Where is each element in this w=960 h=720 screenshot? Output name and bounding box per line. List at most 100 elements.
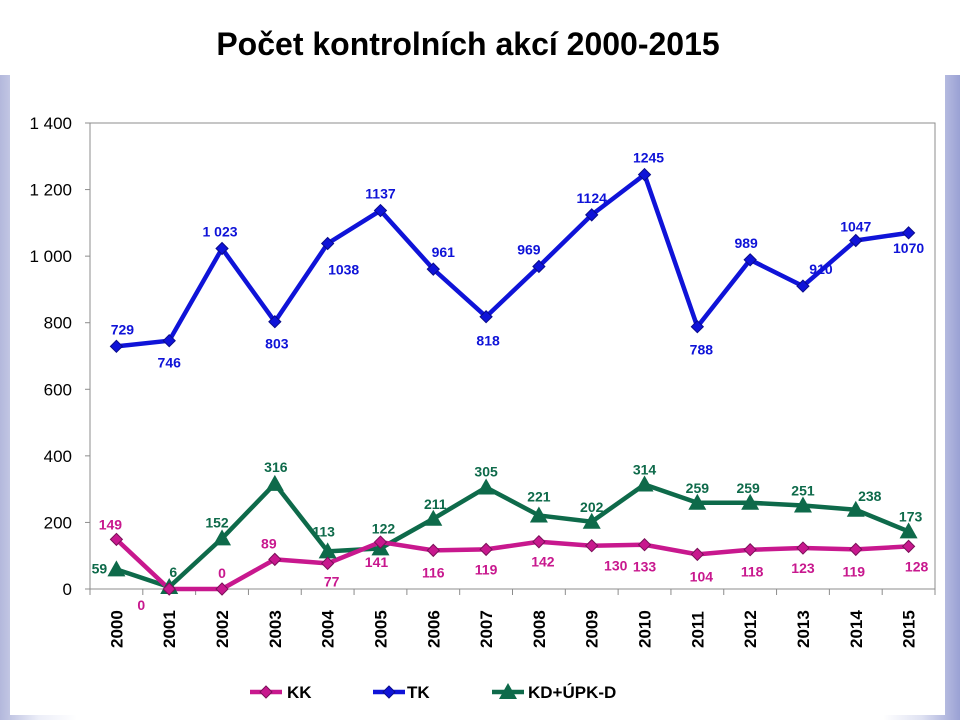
data-label-kd: 59 bbox=[92, 560, 108, 576]
x-tick-label: 2015 bbox=[900, 610, 919, 648]
point-tk bbox=[426, 262, 440, 276]
x-tick-label: 2014 bbox=[847, 610, 866, 648]
legend-marker-kd bbox=[499, 683, 517, 699]
data-label-kd: 305 bbox=[474, 463, 498, 479]
data-label-kk: 0 bbox=[137, 597, 145, 613]
data-label-tk: 961 bbox=[432, 244, 456, 260]
series-line-tk bbox=[116, 172, 909, 349]
data-label-kk: 89 bbox=[261, 535, 277, 551]
title-area bbox=[0, 0, 960, 75]
point-tk bbox=[215, 241, 229, 256]
point-tk bbox=[109, 339, 124, 354]
y-tick-label: 400 bbox=[44, 447, 72, 466]
point-kk bbox=[215, 582, 229, 596]
y-tick-label: 800 bbox=[44, 314, 72, 333]
x-tick-label: 2003 bbox=[266, 610, 285, 648]
point-kd bbox=[265, 474, 284, 491]
legend-label-kd: KD+ÚPK-D bbox=[528, 683, 616, 702]
x-tick-label: 2002 bbox=[213, 610, 232, 648]
point-tk bbox=[849, 233, 863, 248]
data-label-kd: 202 bbox=[580, 499, 604, 515]
point-kd bbox=[793, 496, 812, 513]
point-tk bbox=[479, 310, 493, 324]
data-label-kk: 123 bbox=[791, 560, 815, 576]
data-label-tk: 1245 bbox=[633, 150, 664, 166]
x-tick-label: 2012 bbox=[741, 610, 760, 648]
data-label-kk: 119 bbox=[842, 563, 865, 579]
point-kd bbox=[688, 493, 707, 510]
y-tick-label: 600 bbox=[44, 380, 72, 399]
data-label-tk: 803 bbox=[265, 336, 289, 352]
x-tick-label: 2000 bbox=[107, 610, 126, 648]
data-label-kd: 113 bbox=[312, 523, 335, 539]
point-tk bbox=[532, 259, 546, 274]
point-kk bbox=[268, 552, 282, 567]
y-tick-label: 0 bbox=[63, 580, 72, 599]
data-label-kd: 314 bbox=[633, 461, 657, 477]
data-label-kd: 316 bbox=[264, 459, 288, 475]
point-kd bbox=[741, 493, 760, 510]
point-kk bbox=[901, 539, 916, 554]
legend-label-tk: TK bbox=[407, 683, 430, 702]
point-tk bbox=[743, 253, 757, 267]
data-label-kd: 259 bbox=[736, 480, 760, 496]
x-tick-label: 2008 bbox=[530, 610, 549, 648]
data-label-kk: 119 bbox=[475, 561, 498, 577]
point-kd bbox=[582, 512, 601, 529]
point-kd bbox=[899, 522, 918, 539]
data-label-kd: 152 bbox=[205, 514, 229, 530]
point-tk bbox=[320, 236, 335, 251]
data-label-tk: 910 bbox=[809, 261, 833, 277]
data-label-tk: 1137 bbox=[365, 186, 396, 202]
data-label-tk: 788 bbox=[690, 342, 714, 358]
data-label-kd: 251 bbox=[791, 482, 815, 498]
point-kk bbox=[532, 535, 546, 549]
page-title: Počet kontrolních akcí 2000-2015 bbox=[216, 26, 720, 62]
y-tick-label: 1 000 bbox=[29, 247, 72, 266]
point-tk bbox=[690, 320, 705, 334]
x-tick-label: 2005 bbox=[371, 610, 390, 648]
point-tk bbox=[585, 208, 599, 222]
x-tick-label: 2004 bbox=[319, 610, 338, 648]
data-label-kk: 118 bbox=[741, 564, 764, 580]
data-label-kk: 116 bbox=[422, 564, 445, 580]
point-tk bbox=[901, 226, 916, 240]
data-label-tk: 818 bbox=[476, 333, 500, 349]
point-kd bbox=[424, 509, 443, 526]
data-label-tk: 1070 bbox=[893, 240, 924, 256]
data-label-kk: 133 bbox=[633, 559, 657, 575]
point-kk bbox=[373, 535, 388, 549]
data-label-tk: 1124 bbox=[577, 190, 608, 206]
data-label-kk: 104 bbox=[690, 568, 714, 584]
x-tick-label: 2006 bbox=[424, 610, 443, 648]
y-tick-label: 200 bbox=[44, 513, 72, 532]
legend-marker-tk bbox=[382, 685, 396, 699]
data-label-kd: 173 bbox=[899, 508, 923, 524]
data-label-kd: 221 bbox=[527, 488, 551, 504]
point-kd bbox=[529, 506, 548, 523]
point-kk bbox=[162, 582, 176, 596]
data-label-tk: 729 bbox=[111, 321, 135, 337]
data-label-tk: 1 023 bbox=[203, 223, 238, 239]
legend-label-kk: KK bbox=[287, 683, 312, 702]
point-kd bbox=[635, 475, 654, 492]
point-kk bbox=[109, 532, 124, 547]
data-label-tk: 1047 bbox=[840, 218, 871, 234]
data-label-kk: 128 bbox=[905, 558, 929, 574]
data-label-kk: 149 bbox=[99, 516, 123, 532]
point-kk bbox=[796, 541, 810, 555]
point-kd bbox=[107, 560, 126, 577]
x-tick-label: 2007 bbox=[477, 610, 496, 648]
point-tk bbox=[373, 203, 388, 218]
x-tick-label: 2011 bbox=[688, 611, 707, 648]
x-tick-label: 2013 bbox=[794, 610, 813, 648]
point-kd bbox=[477, 478, 496, 495]
y-tick-label: 1 200 bbox=[29, 181, 72, 200]
point-kk bbox=[690, 547, 705, 562]
point-tk bbox=[637, 167, 652, 182]
data-label-kd: 122 bbox=[372, 520, 396, 536]
data-label-tk: 989 bbox=[734, 235, 758, 251]
data-label-kd: 211 bbox=[424, 496, 447, 512]
point-kk bbox=[426, 543, 440, 558]
